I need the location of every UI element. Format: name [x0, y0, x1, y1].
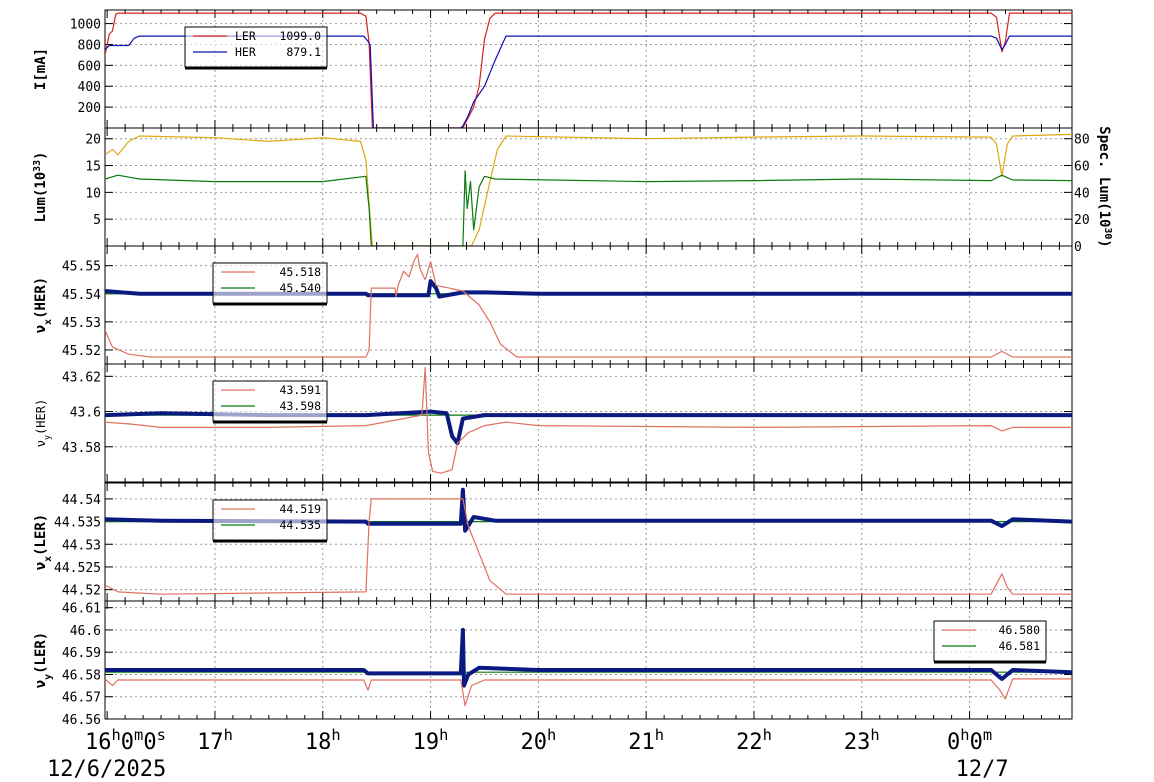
series-measured: [105, 279, 1072, 299]
right-y-tick-label: 0: [1074, 240, 1082, 255]
y-tick-label: 1000: [70, 18, 101, 33]
y-tick-label: 46.61: [62, 602, 101, 617]
series-measured: [105, 627, 1072, 688]
series-tune: [105, 498, 1072, 595]
legend: 45.518 45.540: [212, 262, 328, 306]
legend-value: 1099.0: [279, 29, 321, 43]
x-tick-label: 19h: [413, 726, 449, 755]
series-LER: [105, 12, 1072, 128]
y-axis-label: νx(HER): [33, 277, 54, 334]
legend-value: 45.518: [279, 265, 321, 279]
y-tick-label: 46.6: [70, 624, 101, 639]
y-axis-label: Lum(1033): [32, 152, 50, 223]
x-tick-label: 16h0m0s: [85, 726, 166, 755]
y-tick-label: 5: [93, 213, 101, 228]
legend-value: 43.591: [279, 383, 321, 397]
y-tick-label: 45.54: [62, 288, 101, 303]
legend-name: LER: [235, 29, 256, 43]
legend: 44.519 44.535: [212, 499, 328, 543]
right-y-tick-label: 20: [1074, 213, 1090, 228]
series-tune: [105, 366, 1072, 474]
legend-value: 45.540: [279, 281, 321, 295]
y-tick-label: 44.52: [62, 584, 101, 599]
legend-value: 46.581: [998, 639, 1040, 653]
y-axis-label: νy(LER): [33, 632, 54, 689]
legend-box: [933, 620, 1047, 662]
y-tick-label: 46.58: [62, 668, 101, 683]
legend-value: 879.1: [286, 45, 321, 59]
right-y-axis-label: Spec. Lum(1030): [1096, 126, 1114, 247]
panel-nuxHER: 45.52 45.53 45.54 45.55 νx(HER) 45.518 45.540: [33, 245, 1073, 365]
y-tick-label: 46.56: [62, 713, 101, 728]
y-tick-label: 15: [85, 160, 101, 175]
x-tick-label: 18h: [305, 726, 341, 755]
y-tick-label: 43.62: [62, 370, 101, 385]
y-tick-label: 43.58: [62, 441, 101, 456]
x-tick-label: 23h: [844, 726, 880, 755]
series-HER: [105, 35, 1072, 128]
y-tick-label: 46.57: [62, 691, 101, 706]
panel-nuyHER: 43.58 43.6 43.62 νy(HER) 43.591 43.598: [34, 363, 1073, 483]
x-tick-label: 17h: [197, 726, 233, 755]
legend-value: 44.535: [279, 518, 321, 532]
y-axis-label: νx(LER): [33, 514, 54, 571]
series-tune: [105, 678, 1072, 707]
legend-box: [184, 26, 328, 68]
y-tick-label: 43.6: [70, 406, 101, 421]
panel-lum: 5 10 15 20 0 20 40 60 80 Spec. Lum(1030) Lum(1033): [32, 126, 1114, 255]
series-measured: [105, 487, 1072, 533]
y-tick-label: 800: [78, 38, 101, 53]
legend-value: 44.519: [279, 502, 321, 516]
legend: 43.591 43.598: [212, 380, 328, 424]
panel-frame: [104, 363, 1073, 483]
legend-box: [212, 499, 328, 541]
legend: LER 1099.0 HER 879.1: [184, 26, 328, 70]
y-tick-label: 45.55: [62, 260, 101, 275]
y-tick-label: 44.54: [62, 493, 101, 508]
y-tick-label: 200: [78, 101, 101, 116]
y-axis-label: I[mA]: [33, 48, 49, 90]
y-tick-label: 600: [78, 59, 101, 74]
panel-current: 200 400 600 800 1000 I[mA] LER 1099.0 HER 879.1: [33, 9, 1073, 129]
x-tick-label: 22h: [736, 726, 772, 755]
x-tick-label: 0h0m: [947, 726, 992, 755]
legend-value: 43.598: [279, 399, 321, 413]
right-y-tick-label: 80: [1074, 133, 1090, 148]
legend-name: HER: [235, 45, 256, 59]
legend-box: [212, 380, 328, 422]
legend: 46.580 46.581: [933, 620, 1047, 664]
y-axis-label: νy(HER): [34, 399, 52, 447]
panel-nuyLER: 46.56 46.57 46.58 46.59 46.6 46.61 νy(LER) 46.5…: [33, 600, 1073, 728]
panel-frame: [104, 127, 1073, 247]
x-tick-label: 20h: [520, 726, 556, 755]
panel-frame: [104, 600, 1073, 720]
y-tick-label: 44.535: [54, 516, 101, 531]
x-tick-label: 21h: [628, 726, 664, 755]
y-tick-label: 10: [85, 186, 101, 201]
legend-value: 46.580: [998, 623, 1040, 637]
y-tick-label: 44.525: [54, 561, 101, 576]
series-Spec. Lum: [105, 133, 1072, 246]
y-tick-label: 45.53: [62, 316, 101, 331]
right-y-tick-label: 60: [1074, 160, 1090, 175]
x-date-label: 12/6/2025: [47, 757, 166, 782]
y-tick-label: 400: [78, 80, 101, 95]
x-date-label: 12/7: [956, 757, 1009, 782]
series-tune: [105, 253, 1072, 358]
series-Lum: [105, 170, 1072, 246]
panel-nuxLER: 44.52 44.525 44.53 44.535 44.54 νx(LER) 44.519…: [33, 482, 1073, 602]
right-y-tick-label: 40: [1074, 186, 1090, 201]
y-tick-label: 20: [85, 133, 101, 148]
y-tick-label: 44.53: [62, 538, 101, 553]
legend-box: [212, 262, 328, 304]
y-tick-label: 46.59: [62, 646, 101, 661]
y-tick-label: 45.52: [62, 344, 101, 359]
